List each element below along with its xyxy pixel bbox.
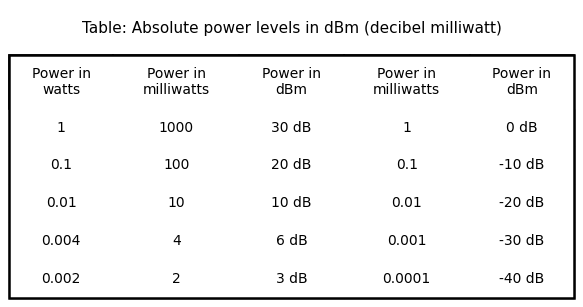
Text: 1: 1 (402, 121, 411, 134)
Text: Table: Absolute power levels in dBm (decibel milliwatt): Table: Absolute power levels in dBm (dec… (82, 21, 501, 37)
Text: 30 dB: 30 dB (271, 121, 312, 134)
Text: 0.01: 0.01 (45, 196, 76, 210)
Text: 4: 4 (172, 234, 181, 248)
Text: 0.001: 0.001 (387, 234, 426, 248)
Text: Power in
watts: Power in watts (31, 67, 90, 97)
Text: 10 dB: 10 dB (271, 196, 312, 210)
Text: -40 dB: -40 dB (499, 272, 545, 286)
Text: 10: 10 (167, 196, 185, 210)
Text: 0.004: 0.004 (41, 234, 81, 248)
Text: Power in
dBm: Power in dBm (493, 67, 552, 97)
Text: 1000: 1000 (159, 121, 194, 134)
Text: 6 dB: 6 dB (276, 234, 307, 248)
Text: -10 dB: -10 dB (499, 158, 545, 172)
Text: Power in
dBm: Power in dBm (262, 67, 321, 97)
Text: 0 dB: 0 dB (506, 121, 538, 134)
Text: Power in
milliwatts: Power in milliwatts (143, 67, 210, 97)
Text: 0.1: 0.1 (50, 158, 72, 172)
Text: Power in
milliwatts: Power in milliwatts (373, 67, 440, 97)
Text: 0.0001: 0.0001 (382, 272, 431, 286)
Text: 1: 1 (57, 121, 65, 134)
Text: 0.1: 0.1 (396, 158, 417, 172)
Text: 100: 100 (163, 158, 189, 172)
Text: -20 dB: -20 dB (499, 196, 545, 210)
Text: 0.002: 0.002 (41, 272, 81, 286)
Text: 3 dB: 3 dB (276, 272, 307, 286)
Text: -30 dB: -30 dB (499, 234, 545, 248)
Text: 0.01: 0.01 (391, 196, 422, 210)
Text: 20 dB: 20 dB (271, 158, 312, 172)
Text: 2: 2 (172, 272, 181, 286)
